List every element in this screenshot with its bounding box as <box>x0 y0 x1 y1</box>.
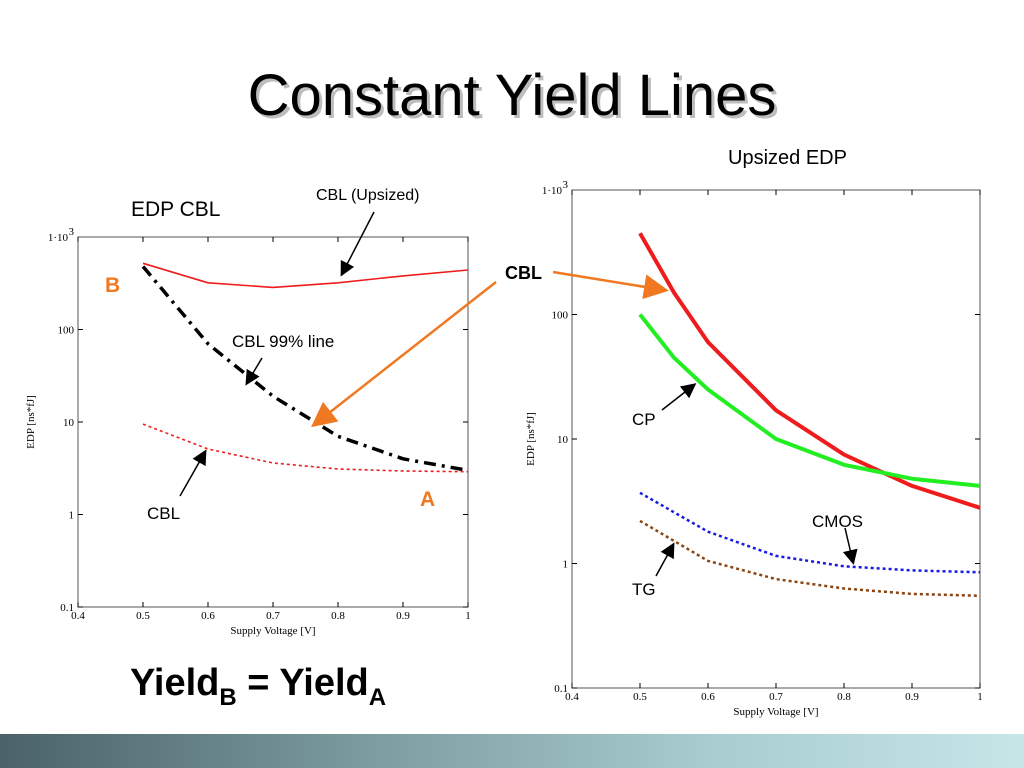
x-tick-label: 0.9 <box>905 691 919 703</box>
slide-title: Constant Yield Lines <box>247 63 777 128</box>
tg-arrow <box>655 542 675 577</box>
series-line-cbl-upsized- <box>142 262 469 289</box>
x-tick-label: 0.6 <box>201 610 215 622</box>
y-axis-title: EDP [ns*fJ] <box>525 412 537 466</box>
y-axis-title: EDP [ns*fJ] <box>25 395 37 449</box>
x-tick-label: 0.9 <box>396 610 410 622</box>
y-tick-label: 1 <box>69 510 75 522</box>
x-tick-label: 0.5 <box>633 691 647 703</box>
x-tick-label: 0.4 <box>565 691 579 703</box>
yield-eq-text: = Yield <box>236 662 369 704</box>
y-tick-label-top: 1·10 <box>542 185 563 197</box>
x-tick-label: 0.7 <box>769 691 783 703</box>
x-tick-label: 0.4 <box>71 610 85 622</box>
cbl-to-right-arrow <box>552 270 669 300</box>
y-tick-label: 10 <box>63 417 75 429</box>
x-axis-title: Supply Voltage [V] <box>733 706 818 718</box>
cmos-annotation: CMOS <box>812 512 863 531</box>
y-tick-label-top: 1·10 <box>48 232 69 244</box>
right-chart-svg: 0.1 1 10 100 1·10 3 0.4 0.5 0.6 0.7 0.8 0.9 1 Supply … <box>525 179 983 718</box>
cbl-to-left-arrow <box>311 281 497 428</box>
cbl-left-arrow <box>179 449 207 497</box>
point-b-label: B <box>105 274 121 297</box>
cp-annotation: CP <box>632 410 656 429</box>
y-tick-label: 0.1 <box>554 683 568 695</box>
series-line-cbl-99-line <box>141 265 469 473</box>
point-a-label: A <box>420 488 436 511</box>
x-axis-title: Supply Voltage [V] <box>230 625 315 637</box>
cbl-right-annotation: CBL <box>505 263 542 283</box>
cbl-upsized-annotation: CBL (Upsized) <box>316 187 420 204</box>
y-tick-label-top-exp: 3 <box>563 179 569 191</box>
yield-a-sub: A <box>368 684 387 711</box>
series-line-cp <box>638 313 981 488</box>
yield-equation: YieldB = YieldA <box>130 662 386 712</box>
y-tick-label: 100 <box>552 310 569 322</box>
x-tick-label: 0.8 <box>331 610 345 622</box>
x-tick-label: 0.6 <box>701 691 715 703</box>
cbl-99-arrow <box>245 357 263 386</box>
left-chart-heading: EDP CBL <box>131 198 221 221</box>
x-tick-label: 1 <box>465 610 471 622</box>
left-chart: 0.1 1 10 100 1·10 3 0.4 0.5 0.6 0.7 0.8 0.9 1 Supply … <box>20 220 480 645</box>
yield-b-text: Yield <box>130 662 220 704</box>
cbl-upsized-arrow <box>340 211 375 277</box>
yield-b-sub: B <box>219 684 237 711</box>
y-tick-label: 10 <box>557 434 569 446</box>
series-line-cbl <box>142 423 469 473</box>
footer-gradient-bar <box>0 734 1024 768</box>
cmos-arrow <box>842 527 858 565</box>
right-chart: 0.1 1 10 100 1·10 3 0.4 0.5 0.6 0.7 0.8 0.9 1 Supply … <box>520 178 990 728</box>
y-tick-label: 0.1 <box>60 602 74 614</box>
x-tick-label: 0.5 <box>136 610 150 622</box>
x-tick-label: 1 <box>977 691 983 703</box>
y-tick-label: 1 <box>563 559 569 571</box>
cbl-99-annotation: CBL 99% line <box>232 332 335 351</box>
x-tick-label: 0.8 <box>837 691 851 703</box>
cbl-left-annotation: CBL <box>147 504 181 523</box>
right-chart-heading: Upsized EDP <box>728 147 847 169</box>
y-tick-label: 100 <box>58 325 75 337</box>
y-tick-label-top-exp: 3 <box>69 226 75 238</box>
series-line-cbl <box>638 232 981 510</box>
x-tick-label: 0.7 <box>266 610 280 622</box>
left-chart-svg: 0.1 1 10 100 1·10 3 0.4 0.5 0.6 0.7 0.8 0.9 1 Supply … <box>25 226 471 637</box>
cp-arrow <box>661 383 697 411</box>
tg-annotation: TG <box>632 580 656 599</box>
